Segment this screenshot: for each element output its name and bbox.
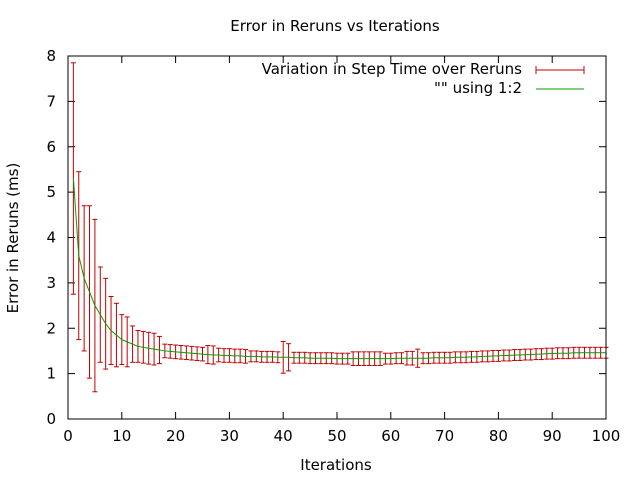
plot-frame xyxy=(67,55,607,420)
x-axis-ticks: 0 10 20 30 40 50 60 70 80 90 100 xyxy=(63,56,620,445)
y-axis-label: Error in Reruns (ms) xyxy=(4,163,22,314)
y-tick-label: 4 xyxy=(46,229,56,247)
legend: Variation in Step Time over Reruns "" us… xyxy=(262,60,585,97)
y-tick-label: 5 xyxy=(46,183,56,201)
x-axis-label: Iterations xyxy=(300,456,372,474)
x-tick-label: 80 xyxy=(489,427,508,445)
y-tick-label: 8 xyxy=(46,47,56,65)
x-tick-label: 70 xyxy=(435,427,454,445)
legend-label-errorbars: Variation in Step Time over Reruns xyxy=(262,60,523,78)
legend-label-line: "" using 1:2 xyxy=(434,79,522,97)
x-tick-label: 100 xyxy=(592,427,621,445)
x-tick-label: 30 xyxy=(220,427,239,445)
x-tick-label: 50 xyxy=(327,427,346,445)
y-axis-ticks: 0 1 2 3 4 5 6 7 8 xyxy=(46,47,606,428)
y-tick-label: 6 xyxy=(46,138,56,156)
y-tick-label: 7 xyxy=(46,92,56,110)
x-tick-label: 10 xyxy=(112,427,131,445)
series-line xyxy=(72,178,606,360)
x-tick-label: 40 xyxy=(274,427,293,445)
y-tick-label: 0 xyxy=(46,410,56,428)
y-tick-label: 1 xyxy=(46,365,56,383)
y-tick-label: 2 xyxy=(46,319,56,337)
chart-title: Error in Reruns vs Iterations xyxy=(230,17,440,35)
x-tick-label: 20 xyxy=(166,427,185,445)
errorbar-series xyxy=(70,62,609,393)
x-tick-label: 0 xyxy=(63,427,73,445)
x-tick-label: 90 xyxy=(543,427,562,445)
x-tick-label: 60 xyxy=(381,427,400,445)
y-tick-label: 3 xyxy=(46,274,56,292)
